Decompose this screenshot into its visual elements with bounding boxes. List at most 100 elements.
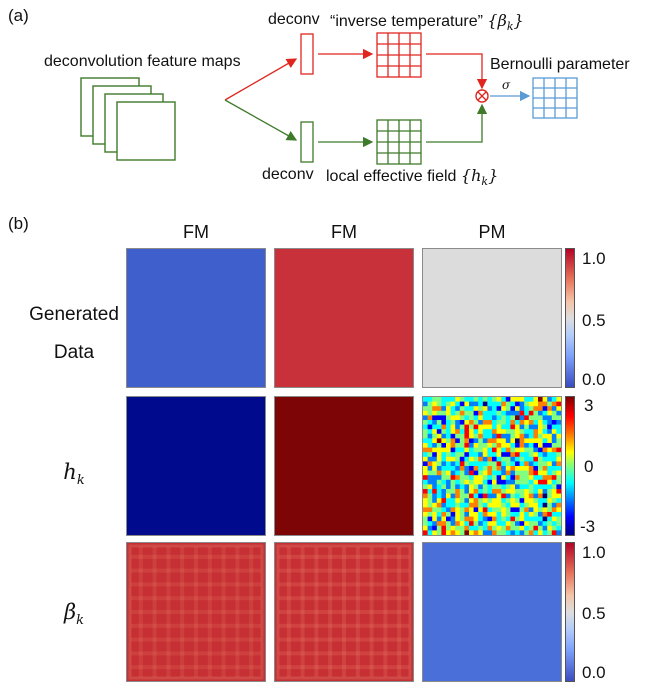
noise-cell bbox=[455, 521, 461, 527]
noise-cell bbox=[455, 484, 461, 490]
noise-cell bbox=[492, 397, 497, 402]
tile-generated-fm-2 bbox=[274, 248, 414, 388]
noise-cell bbox=[496, 406, 502, 412]
noise-cell bbox=[478, 516, 484, 522]
noise-cell bbox=[432, 475, 438, 481]
noise-cell bbox=[436, 470, 442, 476]
noise-cell bbox=[515, 401, 520, 407]
plaid-stripe bbox=[221, 547, 226, 677]
noise-cell bbox=[487, 424, 493, 430]
noise-cell bbox=[459, 507, 465, 513]
noise-cell bbox=[542, 502, 548, 508]
noise-cell bbox=[478, 415, 484, 421]
noise-cell bbox=[510, 438, 516, 444]
noise-cell bbox=[533, 507, 539, 513]
noise-cell bbox=[551, 447, 557, 453]
noise-cell bbox=[538, 410, 543, 416]
plaid-stripe bbox=[279, 637, 409, 642]
noise-cell bbox=[556, 479, 561, 485]
noise-cell bbox=[519, 512, 525, 517]
noise-cell bbox=[459, 484, 465, 490]
column-header-pm: PM bbox=[478, 222, 506, 242]
sigma-label: σ bbox=[502, 78, 511, 92]
noise-cell bbox=[446, 484, 451, 490]
noise-cell bbox=[473, 507, 479, 513]
tile-beta-fm-2 bbox=[274, 542, 414, 682]
noise-cell bbox=[551, 470, 557, 476]
plaid-stripe bbox=[249, 547, 254, 677]
noise-cell bbox=[528, 498, 534, 504]
noise-cell bbox=[423, 429, 428, 435]
noise-cell bbox=[446, 461, 451, 467]
colorbar-2-tick-mid: 0 bbox=[584, 457, 594, 476]
noise-cell bbox=[533, 397, 539, 402]
noise-cell bbox=[482, 516, 488, 522]
noise-cell bbox=[551, 415, 557, 421]
colorbar-coolwarm-1 bbox=[565, 248, 575, 388]
noise-cell bbox=[501, 397, 507, 402]
noise-cell bbox=[556, 447, 561, 453]
noise-cell bbox=[551, 433, 557, 439]
noise-cell bbox=[455, 479, 461, 485]
noise-cell bbox=[487, 429, 493, 435]
plaid-stripe bbox=[355, 547, 360, 677]
noise-cell bbox=[551, 475, 557, 481]
noise-cell bbox=[492, 502, 497, 508]
noise-cell bbox=[455, 525, 461, 531]
noise-cell bbox=[551, 493, 557, 499]
inverse-temperature-label: “inverse temperature” {βk} bbox=[330, 11, 524, 34]
noise-cell bbox=[496, 484, 502, 490]
noise-cell bbox=[473, 475, 479, 481]
plaid-stripe bbox=[131, 610, 261, 614]
noise-cell bbox=[551, 424, 557, 430]
colorbar-2-tick-top: 3 bbox=[584, 396, 594, 415]
noise-cell bbox=[473, 433, 479, 439]
noise-cell bbox=[524, 525, 530, 531]
noise-cell bbox=[510, 456, 516, 462]
noise-cell bbox=[528, 424, 534, 430]
noise-cell bbox=[524, 438, 530, 444]
noise-cell bbox=[473, 479, 479, 485]
noise-cell bbox=[473, 484, 479, 490]
noise-cell bbox=[432, 420, 438, 425]
noise-cell bbox=[533, 525, 539, 531]
noise-cell bbox=[501, 512, 507, 517]
noise-cell bbox=[542, 507, 548, 513]
noise-cell bbox=[478, 479, 484, 485]
noise-cell bbox=[528, 406, 534, 412]
noise-cell bbox=[423, 498, 428, 504]
noise-cell bbox=[423, 456, 428, 462]
noise-cell bbox=[519, 479, 525, 485]
noise-cell bbox=[450, 433, 456, 439]
noise-cell bbox=[505, 443, 511, 448]
noise-cell bbox=[492, 429, 497, 435]
noise-cell bbox=[459, 521, 465, 527]
noise-cell bbox=[551, 452, 557, 458]
noise-cell bbox=[455, 456, 461, 462]
plaid-stripe bbox=[279, 623, 409, 628]
plaid-stripe bbox=[131, 665, 261, 670]
noise-cell bbox=[427, 489, 433, 494]
noise-cell bbox=[510, 521, 516, 527]
noise-cell bbox=[519, 406, 525, 412]
noise-cell bbox=[492, 438, 497, 444]
noise-cell bbox=[505, 438, 511, 444]
noise-cell bbox=[556, 502, 561, 508]
noise-cell bbox=[492, 406, 497, 412]
noise-cell bbox=[436, 516, 442, 522]
noise-cell bbox=[519, 429, 525, 435]
noise-cell bbox=[469, 489, 474, 494]
noise-cell bbox=[487, 475, 493, 481]
noise-cell bbox=[487, 498, 493, 504]
noise-cell bbox=[547, 502, 553, 508]
noise-cell bbox=[432, 507, 438, 513]
noise-cell bbox=[478, 433, 484, 439]
plaid-stripe bbox=[131, 596, 261, 601]
plaid-stripe bbox=[131, 637, 261, 642]
noise-cell bbox=[524, 433, 530, 439]
noise-cell bbox=[556, 525, 561, 531]
noise-cell bbox=[441, 429, 447, 435]
noise-cell bbox=[441, 415, 447, 421]
noise-cell bbox=[441, 512, 447, 517]
noise-cell bbox=[469, 516, 474, 522]
